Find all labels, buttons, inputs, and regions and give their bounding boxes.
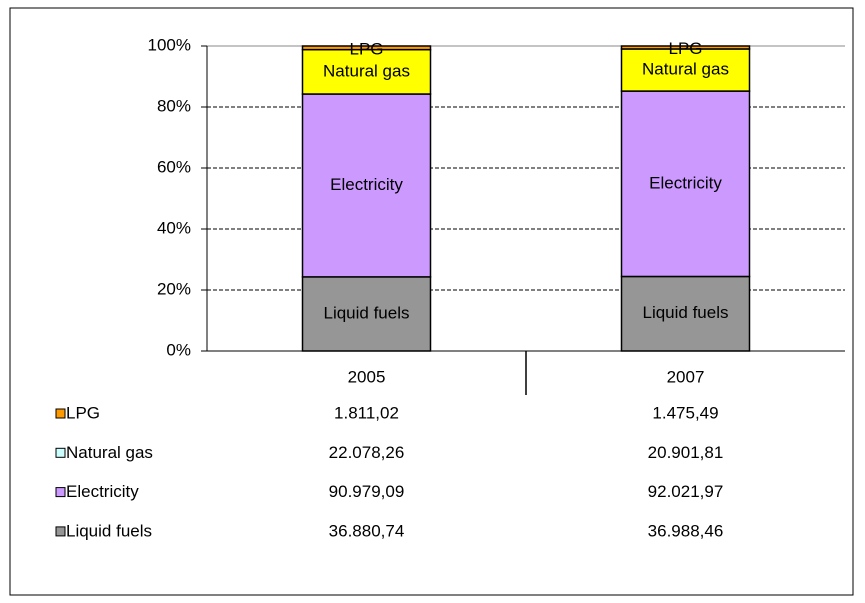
data-table-value: 22.078,26 bbox=[329, 443, 405, 462]
x-tick-label: 2005 bbox=[348, 367, 386, 386]
bar-segment bbox=[620, 45, 751, 50]
bar-segment bbox=[620, 90, 751, 278]
y-tick-label: 0% bbox=[166, 340, 191, 359]
y-tick-label: 20% bbox=[157, 279, 191, 298]
segment-label: Liquid fuels bbox=[642, 303, 728, 322]
data-table-value: 20.901,81 bbox=[648, 443, 724, 462]
bar-segment bbox=[301, 276, 432, 352]
segment-label: LPG bbox=[668, 39, 702, 58]
data-table-value: 36.988,46 bbox=[648, 521, 724, 540]
legend-key bbox=[55, 526, 66, 537]
bar-segment bbox=[301, 48, 432, 95]
y-tick-label: 60% bbox=[157, 157, 191, 176]
bar-segment bbox=[301, 93, 432, 278]
segment-label: Liquid fuels bbox=[323, 303, 409, 322]
bar-segment bbox=[620, 48, 751, 92]
legend-label: Electricity bbox=[66, 482, 139, 501]
legend-label: Liquid fuels bbox=[66, 521, 152, 540]
bar-segment bbox=[301, 45, 432, 51]
legend-label: LPG bbox=[66, 403, 100, 422]
segment-label: LPG bbox=[349, 39, 383, 58]
segment-label: Natural gas bbox=[323, 61, 410, 80]
x-tick-label: 2007 bbox=[667, 367, 705, 386]
data-table-value: 1.811,02 bbox=[334, 403, 399, 422]
bar-segment bbox=[620, 275, 751, 352]
legend-key bbox=[55, 447, 66, 458]
data-table-value: 92.021,97 bbox=[648, 482, 724, 501]
segment-label: Electricity bbox=[649, 173, 722, 192]
segment-label: Natural gas bbox=[642, 60, 729, 79]
y-tick-label: 40% bbox=[157, 218, 191, 237]
y-tick-label: 80% bbox=[157, 96, 191, 115]
data-table-value: 1.475,49 bbox=[652, 403, 718, 422]
y-tick-label: 100% bbox=[148, 35, 191, 54]
segment-label: Electricity bbox=[330, 175, 403, 194]
legend-key bbox=[55, 487, 66, 498]
legend-key bbox=[55, 408, 66, 419]
legend-label: Natural gas bbox=[66, 443, 153, 462]
data-table-value: 36.880,74 bbox=[329, 521, 405, 540]
data-table-value: 90.979,09 bbox=[329, 482, 405, 501]
